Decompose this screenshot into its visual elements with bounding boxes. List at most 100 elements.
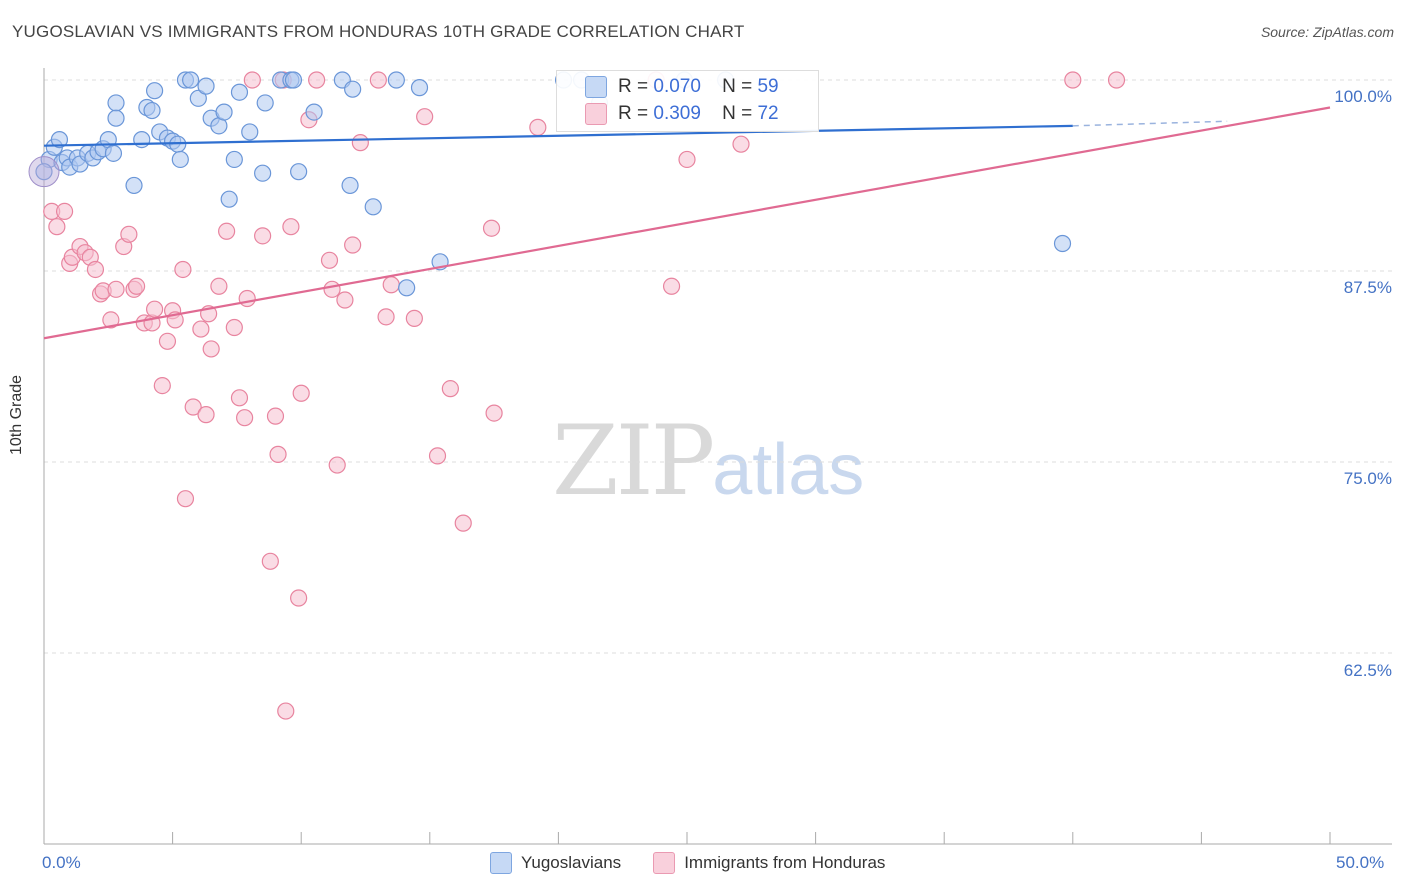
honduras-point — [254, 227, 272, 245]
x-tick-label-max: 50.0% — [1336, 853, 1385, 872]
legend-label-honduras: Immigrants from Honduras — [684, 853, 886, 872]
honduras-point — [529, 118, 547, 136]
honduras-point — [174, 260, 192, 279]
yugoslavian-point — [50, 130, 69, 149]
yugoslavian-point — [225, 150, 243, 169]
legend-label-yugoslavians: Yugoslavians — [521, 853, 622, 872]
honduras-point — [197, 406, 215, 424]
chart-legend: Yugoslavians Immigrants from Honduras — [490, 852, 907, 874]
y-tick-label: 100.0% — [1334, 87, 1392, 106]
trend-lines — [43, 106, 1331, 340]
yugoslavian-point — [1053, 234, 1072, 253]
yugoslavian-point — [145, 82, 164, 100]
honduras-point — [336, 291, 354, 309]
legend-item-honduras[interactable]: Immigrants from Honduras — [653, 852, 885, 874]
honduras-point — [1064, 71, 1082, 89]
yugoslavian-point — [256, 94, 274, 112]
yugoslavian-point — [35, 163, 53, 181]
honduras-point — [282, 218, 300, 236]
yugoslavian-point — [305, 103, 323, 121]
trend-line-yugoslavians — [43, 124, 1073, 147]
honduras-point — [351, 134, 369, 152]
honduras-point — [158, 332, 177, 350]
honduras-point — [662, 277, 681, 295]
honduras-point — [344, 236, 362, 254]
honduras-point — [184, 398, 202, 416]
yugoslavian-point — [197, 77, 215, 95]
yugoslavian-point — [189, 89, 207, 107]
yugoslavian-point — [230, 83, 249, 101]
honduras-point — [441, 380, 459, 398]
honduras-point — [328, 456, 346, 474]
honduras-point — [1107, 71, 1126, 89]
honduras-point — [428, 447, 447, 465]
yugoslavian-point — [220, 190, 238, 208]
legend-swatch-honduras — [653, 852, 676, 874]
yugoslavian-point — [241, 123, 259, 141]
honduras-point — [266, 407, 285, 425]
honduras-point — [277, 702, 295, 720]
legend-swatch-yugoslavians — [490, 852, 512, 874]
watermark-atlas: atlas — [712, 430, 865, 510]
chart-title: YUGOSLAVIAN VS IMMIGRANTS FROM HONDURAS … — [12, 22, 745, 41]
yugoslavian-point — [341, 176, 359, 195]
honduras-point — [127, 277, 146, 295]
honduras-point — [454, 514, 472, 532]
honduras-point — [377, 308, 395, 326]
honduras-point — [202, 340, 220, 358]
honduras-point — [405, 309, 423, 327]
stats-text: R = 0.309 N = 72 — [618, 103, 779, 124]
yugoslavian-point — [364, 198, 382, 216]
yugoslavian-point — [171, 150, 189, 169]
yugoslavian-point — [254, 164, 272, 182]
stats-text: R = 0.070 N = 59 — [618, 76, 779, 97]
honduras-point — [382, 276, 400, 294]
y-tick-label: 75.0% — [1343, 469, 1392, 488]
honduras-point — [236, 409, 254, 427]
honduras-point — [261, 552, 279, 570]
honduras-point — [192, 320, 210, 338]
y-tick-label: 62.5% — [1343, 661, 1392, 680]
yugoslavian-point — [104, 144, 123, 162]
yugoslavian-point — [344, 80, 362, 98]
trend-line-yugoslavians-extension — [1072, 120, 1228, 127]
yugoslavian-point — [387, 71, 405, 89]
yugoslavian-point — [284, 71, 303, 89]
yugoslavian-point — [182, 71, 200, 89]
honduras-point — [678, 150, 696, 169]
honduras-point — [153, 377, 171, 395]
honduras-point — [210, 277, 228, 295]
honduras-point — [416, 108, 434, 126]
yugoslavian-point — [398, 279, 416, 297]
honduras-point — [238, 289, 256, 308]
yugoslavian-point — [410, 79, 429, 97]
honduras-point — [218, 222, 236, 240]
stats-swatch-honduras — [585, 103, 607, 125]
honduras-point — [86, 260, 105, 279]
honduras-point — [55, 202, 74, 221]
gridlines — [44, 79, 1392, 654]
yugoslavian-point — [107, 94, 125, 112]
honduras-point — [230, 389, 249, 407]
honduras-point — [369, 71, 387, 89]
honduras-point — [732, 135, 750, 153]
yugoslavian-point — [133, 130, 151, 149]
honduras-point — [145, 300, 164, 318]
stats-legend: R = 0.070 N = 59 R = 0.309 N = 72 — [556, 70, 819, 132]
honduras-point — [320, 251, 339, 269]
series-honduras-points — [43, 71, 1126, 720]
honduras-point — [243, 71, 261, 89]
honduras-point — [225, 318, 243, 337]
yugoslavian-point — [125, 176, 143, 195]
honduras-point — [269, 445, 287, 463]
axes — [43, 68, 1392, 845]
honduras-point — [102, 311, 120, 329]
yugoslavian-cluster-point — [28, 156, 60, 188]
yugoslavian-point — [143, 101, 161, 120]
honduras-point — [308, 71, 326, 89]
legend-item-yugoslavians[interactable]: Yugoslavians — [490, 852, 621, 874]
honduras-point — [290, 589, 308, 607]
yugoslavian-point — [290, 163, 308, 181]
yugoslavian-point — [107, 109, 125, 127]
